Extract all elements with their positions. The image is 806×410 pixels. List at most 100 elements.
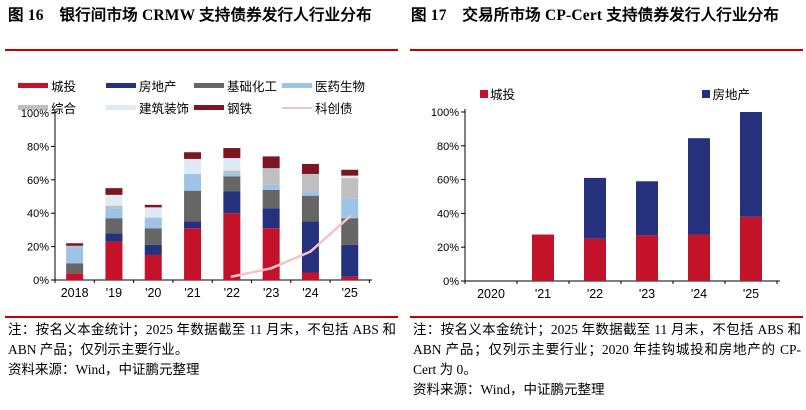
category-label: '23 <box>639 287 655 301</box>
category-label: '19 <box>106 286 122 300</box>
bar-segment <box>688 234 710 281</box>
bar-segment <box>223 213 241 280</box>
bar-segment <box>341 178 359 199</box>
y-tick-label: 80% <box>27 141 49 153</box>
y-tick-label: 60% <box>27 175 49 187</box>
bar-segment <box>262 184 280 190</box>
bar-segment <box>66 263 84 274</box>
legend-label: 钢铁 <box>227 102 253 116</box>
legend-swatch <box>18 83 48 88</box>
bar-segment <box>341 244 359 277</box>
bar-segment <box>144 217 162 219</box>
left-chart-title: 图 16 银行间市场 CRMW 支持债券发行人行业分布 <box>8 7 372 24</box>
legend-item: 城投 <box>480 84 515 103</box>
bar-segment <box>341 169 359 176</box>
bar-segment <box>144 204 162 208</box>
bar-segment <box>301 195 319 222</box>
legend-swatch <box>702 89 711 98</box>
y-tick-label: 0% <box>443 276 459 288</box>
bar-segment <box>66 247 84 264</box>
bar-segment <box>636 181 658 236</box>
category-label: '22 <box>587 287 603 301</box>
category-label: '24 <box>302 286 318 300</box>
bar-segment <box>184 152 202 159</box>
y-tick-label: 20% <box>27 242 49 254</box>
legend-label: 基础化工 <box>227 80 278 94</box>
bar-segment <box>262 156 280 169</box>
category-label: '20 <box>145 286 161 300</box>
legend-label: 综合 <box>51 102 77 116</box>
category-label: 2018 <box>61 286 89 300</box>
category-label: '21 <box>184 286 200 300</box>
legend-item: 房地产 <box>106 76 194 95</box>
bar-segment <box>262 208 280 229</box>
bar-segment <box>262 189 280 209</box>
bar-segment <box>105 241 123 280</box>
legend-label: 房地产 <box>139 80 177 94</box>
bar-segment <box>223 176 241 192</box>
bar-segment <box>144 207 162 218</box>
bar-segment <box>105 233 123 242</box>
y-tick-label: 40% <box>27 208 49 220</box>
bar-segment <box>262 168 280 185</box>
bar-segment <box>341 198 359 219</box>
left-chart-legend: 城投 房地产 基础化工 医药生物综合 建筑装饰 钢铁 科创债 <box>18 76 396 117</box>
bar-segment <box>688 138 710 235</box>
bar-segment <box>105 208 123 219</box>
legend-swatch <box>106 83 136 88</box>
y-tick-label: 100% <box>21 108 49 120</box>
y-tick-label: 20% <box>437 242 459 254</box>
category-label: '23 <box>263 286 279 300</box>
bar-segment <box>184 158 202 174</box>
legend-item: 医药生物 <box>282 76 386 95</box>
bar-segment <box>66 273 84 280</box>
bar-segment <box>223 148 241 159</box>
legend-swatch <box>18 105 48 110</box>
bar-segment <box>584 177 606 239</box>
crmw-stacked-bar-chart: 0% 20% 40% 60% 80% 100% 2018 '19 '20 '21 '22 '23 '24… <box>21 108 372 300</box>
legend-item: 钢铁 <box>194 98 282 117</box>
bar-segment <box>740 216 762 281</box>
bar-segment <box>341 175 359 179</box>
y-tick-label: 40% <box>437 208 459 220</box>
bar-segment <box>66 243 84 246</box>
legend-swatch <box>106 105 136 110</box>
bar-segment <box>301 191 319 196</box>
bar-segment <box>144 228 162 245</box>
right-chart-legend: 城投 房地产 <box>480 84 750 103</box>
legend-label: 科创债 <box>315 102 353 116</box>
bar-segment <box>301 173 319 192</box>
y-tick-label: 0% <box>33 275 49 287</box>
bar-segment <box>262 228 280 280</box>
y-tick-label: 60% <box>437 175 459 187</box>
legend-item: 城投 <box>18 76 106 95</box>
line-series <box>230 215 351 278</box>
category-label: 2020 <box>477 287 505 301</box>
bar-segment <box>223 170 241 174</box>
bar-segment <box>105 188 123 195</box>
legend-item: 基础化工 <box>194 76 282 95</box>
bar-segment <box>184 228 202 280</box>
bar-segment <box>636 235 658 281</box>
right-note-rule <box>410 316 803 318</box>
legend-swatch <box>282 83 312 88</box>
legend-item: 建筑装饰 <box>106 98 194 117</box>
bar-segment <box>105 194 123 206</box>
bar-segment <box>301 221 319 273</box>
legend-label: 医药生物 <box>315 80 366 94</box>
legend-label: 房地产 <box>712 88 750 102</box>
bar-segment <box>105 218 123 234</box>
bar-segment <box>223 158 241 171</box>
right-title-rule <box>410 49 803 51</box>
category-label: '21 <box>535 287 551 301</box>
legend-item: 综合 <box>18 98 106 117</box>
right-note-text: 注：按名义本金统计；2025 年数据截至 11 月末，不包括 ABS 和 ABN… <box>413 322 801 377</box>
legend-swatch <box>480 89 488 98</box>
bar-segment <box>223 173 241 177</box>
bar-segment <box>301 163 319 174</box>
bar-segment <box>184 221 202 229</box>
left-note-rule <box>5 316 398 318</box>
legend-label: 城投 <box>490 88 516 102</box>
y-tick-label: 100% <box>431 107 459 119</box>
